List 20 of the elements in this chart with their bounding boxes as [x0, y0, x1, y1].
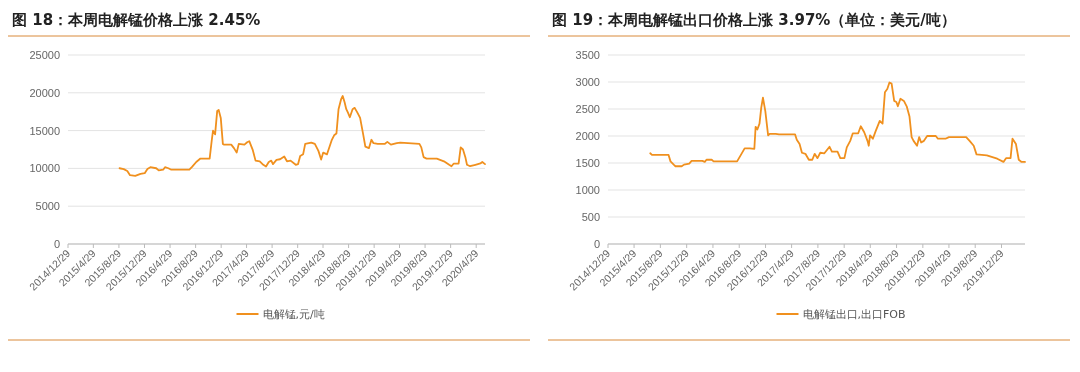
y-tick-label: 0 [593, 238, 600, 250]
y-tick-label: 1500 [575, 157, 600, 169]
y-tick-label: 25000 [29, 49, 60, 61]
y-tick-label: 3000 [575, 76, 600, 88]
y-tick-label: 15000 [29, 124, 60, 137]
chart-title: 图 19：本周电解锰出口价格上涨 3.97%（单位：美元/吨） [552, 11, 956, 29]
line-series [649, 81, 1026, 168]
y-tick-label: 2500 [575, 103, 600, 115]
legend-label: 电解锰,元/吨 [262, 308, 325, 321]
chart-title: 图 18：本周电解锰价格上涨 2.45% [12, 11, 261, 29]
y-tick-label: 500 [581, 211, 600, 223]
y-tick-label: 0 [53, 238, 60, 250]
y-tick-label: 20000 [29, 86, 60, 99]
y-tick-label: 1000 [575, 184, 600, 196]
y-tick-label: 3500 [575, 49, 600, 61]
legend-label: 电解锰出口,出口FOB [802, 308, 906, 321]
y-tick-label: 5000 [35, 200, 60, 213]
y-tick-label: 2000 [575, 130, 600, 142]
y-tick-label: 10000 [29, 162, 60, 175]
line-series [118, 95, 486, 177]
